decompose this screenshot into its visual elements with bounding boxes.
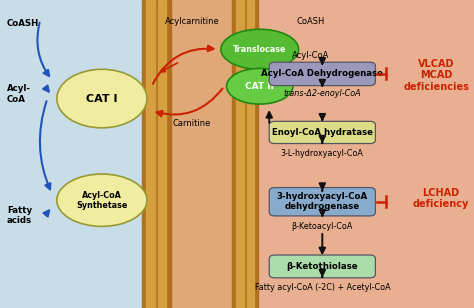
Bar — [142, 0, 171, 308]
Text: Acyl-CoA: Acyl-CoA — [292, 51, 329, 60]
Bar — [158, 0, 166, 308]
Bar — [236, 0, 244, 308]
Bar — [232, 0, 258, 308]
Text: Carnitine: Carnitine — [173, 119, 211, 128]
Text: Fatty
acids: Fatty acids — [7, 206, 32, 225]
Text: CAT I: CAT I — [86, 94, 118, 103]
Text: β-Ketoacyl-CoA: β-Ketoacyl-CoA — [292, 222, 353, 232]
FancyBboxPatch shape — [269, 62, 375, 86]
Bar — [146, 0, 155, 308]
Text: Acylcarnitine: Acylcarnitine — [164, 17, 219, 26]
FancyBboxPatch shape — [269, 188, 375, 216]
Ellipse shape — [221, 29, 299, 69]
Text: Fatty acyl-CoA (-2C) + Acetyl-CoA: Fatty acyl-CoA (-2C) + Acetyl-CoA — [255, 282, 390, 292]
Text: LCHAD
deficiency: LCHAD deficiency — [413, 188, 469, 209]
Text: CoASH: CoASH — [7, 18, 39, 28]
Text: CAT II: CAT II — [245, 82, 274, 91]
Bar — [0, 0, 142, 308]
Text: Acyl-
CoA: Acyl- CoA — [7, 84, 31, 103]
FancyBboxPatch shape — [269, 255, 375, 278]
Ellipse shape — [227, 68, 293, 104]
Text: VLCAD
MCAD
deficiencies: VLCAD MCAD deficiencies — [403, 59, 469, 92]
Bar — [171, 0, 232, 308]
Text: Translocase: Translocase — [233, 45, 286, 54]
Text: CoASH: CoASH — [296, 17, 325, 26]
Ellipse shape — [57, 174, 147, 226]
Text: 3-hydroxyacyl-CoA
dehydrogenase: 3-hydroxyacyl-CoA dehydrogenase — [277, 192, 368, 211]
Text: trans-Δ2-enoyl-CoA: trans-Δ2-enoyl-CoA — [283, 89, 361, 98]
Bar — [258, 0, 474, 308]
Bar — [246, 0, 255, 308]
Circle shape — [57, 69, 147, 128]
Text: β-Ketothiolase: β-Ketothiolase — [286, 262, 358, 271]
Text: Acyl-CoA Dehydrogenase: Acyl-CoA Dehydrogenase — [261, 69, 383, 79]
Text: Acyl-CoA
Synthetase: Acyl-CoA Synthetase — [76, 191, 128, 210]
FancyBboxPatch shape — [269, 121, 375, 144]
Text: Enoyl-CoA hydratase: Enoyl-CoA hydratase — [272, 128, 373, 137]
Text: 3-L-hydroxyacyl-CoA: 3-L-hydroxyacyl-CoA — [281, 148, 364, 158]
